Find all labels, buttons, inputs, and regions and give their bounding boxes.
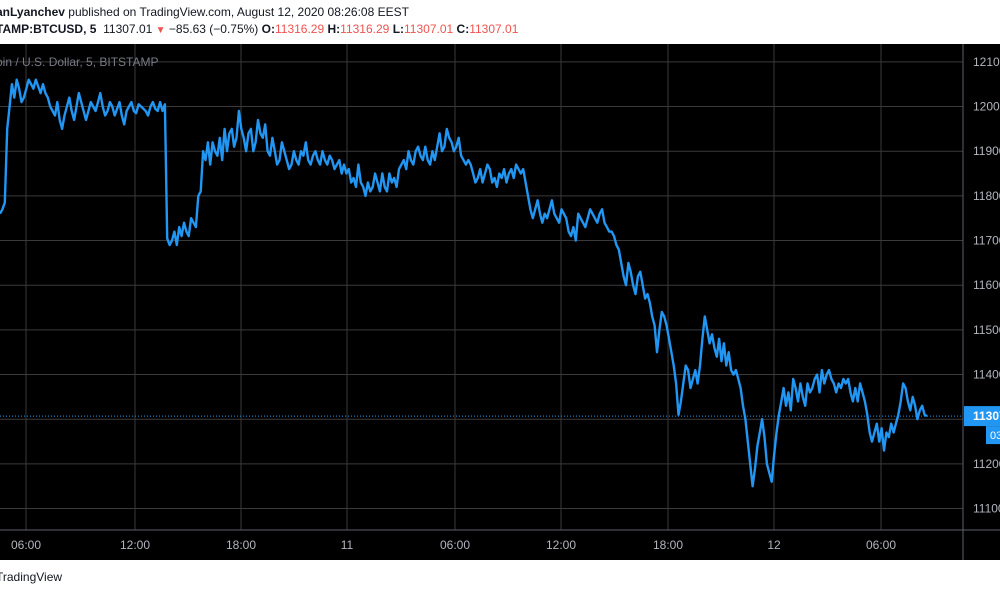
price-series — [0, 78, 928, 488]
time-tick-label: 12:00 — [546, 538, 576, 552]
price-tick-label: 12000 — [973, 100, 1000, 114]
time-tick-label: 18:00 — [653, 538, 683, 552]
high-value: 11316.29 — [340, 22, 390, 36]
price-line — [0, 78, 928, 488]
last-price: 11307.01 — [103, 22, 153, 36]
grid-lines — [0, 44, 1000, 560]
tradingview-brand[interactable]: TradingView — [0, 570, 63, 584]
open-label: O: — [261, 22, 275, 36]
price-tick-label: 11800 — [973, 189, 1000, 203]
low-label: L: — [392, 22, 405, 36]
publish-info: anLyanchev published on TradingView.com,… — [0, 5, 409, 19]
price-tick-label: 11500 — [973, 323, 1000, 337]
chart-header: anLyanchev published on TradingView.com,… — [0, 0, 1000, 44]
high-label: H: — [327, 22, 341, 36]
close-label: C: — [456, 22, 470, 36]
price-tag-box — [964, 406, 1000, 427]
author-name[interactable]: anLyanchev — [0, 5, 65, 19]
price-change: −85.63 (−0.75%) — [168, 22, 259, 36]
time-axis[interactable]: 06:00 12:00 18:00 11 06:00 12:00 18:00 12 06:00 — [11, 538, 896, 552]
price-tick-label: 11700 — [973, 234, 1000, 248]
time-tick-label: 06:00 — [440, 538, 470, 552]
price-tick-label: 11900 — [973, 144, 1000, 158]
price-chart[interactable]: 12100 12000 11900 11800 11700 11600 11500 11400… — [0, 44, 1000, 560]
countdown-label: 03 — [990, 430, 1000, 442]
countdown-box — [986, 426, 1000, 445]
price-tick-label: 11200 — [973, 457, 1000, 471]
published-text: published on TradingView.com, August 12,… — [68, 5, 409, 19]
open-value: 11316.29 — [274, 22, 325, 36]
close-value: 11307.01 — [469, 22, 519, 36]
price-tick-label: 12100 — [973, 55, 1000, 69]
price-tick-label: 11600 — [973, 278, 1000, 292]
low-value: 11307.01 — [404, 22, 454, 36]
chart-background — [0, 44, 1000, 560]
price-tag-label: 11307 — [973, 409, 1000, 423]
symbol-label[interactable]: TAMP:BTCUSD, 5 — [0, 22, 97, 36]
time-tick-label: 18:00 — [226, 538, 256, 552]
footer: TradingView — [0, 560, 1000, 596]
time-tick-label: 12:00 — [120, 538, 150, 552]
time-tick-label: 12 — [767, 538, 781, 552]
price-axis[interactable]: 12100 12000 11900 11800 11700 11600 11500 11400… — [973, 55, 1000, 516]
time-tick-label: 11 — [341, 538, 354, 552]
time-tick-label: 06:00 — [11, 538, 41, 552]
price-tick-label: 11400 — [973, 368, 1000, 382]
quote-line: TAMP:BTCUSD, 5 11307.01 ▼ −85.63 (−0.75%… — [0, 22, 518, 36]
chart-title: oin / U.S. Dollar, 5, BITSTAMP — [0, 55, 159, 69]
down-arrow-icon: ▼ — [155, 25, 166, 36]
current-price-tag: 11307 03 — [964, 406, 1000, 445]
time-tick-label: 06:00 — [866, 538, 896, 552]
